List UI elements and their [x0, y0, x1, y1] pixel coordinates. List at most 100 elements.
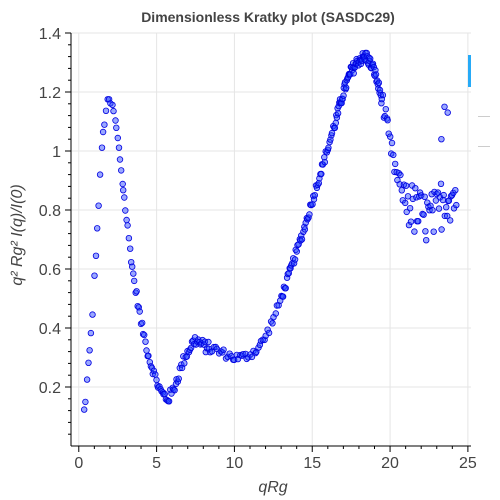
- data-point: [367, 55, 374, 62]
- y-tick-label: 0.6: [39, 262, 61, 279]
- data-point: [440, 191, 447, 199]
- data-point: [99, 128, 107, 136]
- chart-title: Dimensionless Kratky plot (SASDC29): [141, 9, 395, 25]
- data-point: [119, 186, 127, 194]
- data-point: [390, 151, 397, 159]
- data-point: [123, 216, 130, 224]
- data-point: [122, 207, 129, 214]
- data-point: [133, 288, 140, 295]
- data-point: [92, 252, 100, 259]
- data-point: [220, 346, 227, 353]
- x-axis-label: qRg: [258, 479, 287, 496]
- data-point: [398, 187, 405, 194]
- x-tick-label: 15: [303, 455, 321, 472]
- y-axis-label: q² Rg² I(q)/I(0): [9, 184, 26, 285]
- data-point: [447, 217, 454, 224]
- data-point: [161, 390, 168, 398]
- toolbar-tool[interactable]: [478, 146, 490, 147]
- data-point: [109, 101, 116, 109]
- toolbar-active-tool[interactable]: [468, 55, 471, 87]
- y-tick-label: 1.4: [39, 26, 61, 43]
- data-point: [407, 218, 415, 225]
- data-point: [116, 156, 124, 163]
- data-point: [102, 107, 110, 114]
- data-point: [119, 180, 126, 188]
- data-point: [406, 204, 414, 212]
- data-point: [379, 91, 387, 99]
- data-point: [152, 371, 159, 378]
- data-point: [153, 376, 160, 384]
- data-point: [437, 180, 445, 187]
- data-point: [432, 197, 440, 204]
- data-point: [412, 184, 419, 192]
- data-point: [82, 398, 89, 406]
- data-point: [328, 129, 336, 137]
- data-point: [85, 359, 92, 366]
- data-point: [306, 211, 313, 218]
- data-point: [128, 263, 136, 270]
- data-points: [80, 49, 460, 413]
- data-point: [438, 135, 445, 143]
- x-tick-label: 25: [459, 455, 477, 472]
- data-point: [114, 134, 121, 142]
- data-point: [415, 217, 422, 225]
- data-point: [101, 121, 108, 128]
- data-point: [423, 236, 430, 244]
- data-point: [176, 364, 183, 372]
- chart-toolbar[interactable]: [468, 55, 490, 147]
- y-tick-label: 0.8: [39, 203, 61, 220]
- data-point: [311, 191, 318, 199]
- x-tick-label: 20: [381, 455, 399, 472]
- data-point: [384, 116, 391, 124]
- data-point: [121, 194, 128, 201]
- data-point: [272, 310, 279, 317]
- data-point: [452, 186, 459, 194]
- axes: 0 5 10 15 20 25 0.2 0.4 0.6 0.8 1 1.2 1.4: [39, 26, 477, 472]
- data-point: [438, 226, 445, 233]
- data-point: [315, 179, 322, 187]
- data-point: [269, 320, 276, 327]
- data-point: [430, 228, 437, 235]
- data-point: [321, 154, 328, 161]
- data-point: [91, 272, 98, 279]
- data-point: [113, 124, 120, 131]
- data-point: [444, 212, 451, 220]
- data-point: [453, 201, 460, 209]
- data-point: [411, 228, 418, 235]
- data-point: [205, 338, 212, 346]
- data-point: [382, 105, 389, 113]
- x-tick-label: 5: [152, 455, 161, 472]
- data-point: [397, 171, 404, 179]
- data-point: [444, 109, 451, 116]
- data-point: [318, 170, 325, 178]
- data-point: [332, 119, 339, 127]
- data-point: [98, 144, 106, 151]
- data-point: [405, 221, 413, 229]
- data-point: [80, 406, 88, 413]
- data-point: [387, 133, 394, 140]
- data-point: [429, 206, 436, 214]
- data-point: [422, 228, 429, 235]
- y-tick-label: 1.2: [39, 85, 61, 102]
- data-point: [275, 302, 282, 309]
- data-point: [409, 195, 417, 203]
- data-point: [279, 293, 287, 300]
- data-point: [124, 222, 131, 229]
- data-point: [96, 171, 104, 178]
- toolbar-tool[interactable]: [478, 116, 490, 117]
- y-tick-label: 0.2: [39, 380, 61, 397]
- y-tick-label: 1: [52, 144, 61, 161]
- data-point: [404, 193, 412, 200]
- data-point: [89, 311, 96, 318]
- data-point: [418, 192, 425, 199]
- data-point: [87, 329, 95, 337]
- data-point: [450, 205, 458, 212]
- x-tick-label: 10: [226, 455, 244, 472]
- data-point: [392, 160, 399, 168]
- data-point: [340, 92, 347, 99]
- data-point: [165, 398, 173, 405]
- data-point: [350, 70, 357, 77]
- data-point: [343, 84, 350, 91]
- data-point: [325, 144, 332, 151]
- data-point: [375, 79, 383, 86]
